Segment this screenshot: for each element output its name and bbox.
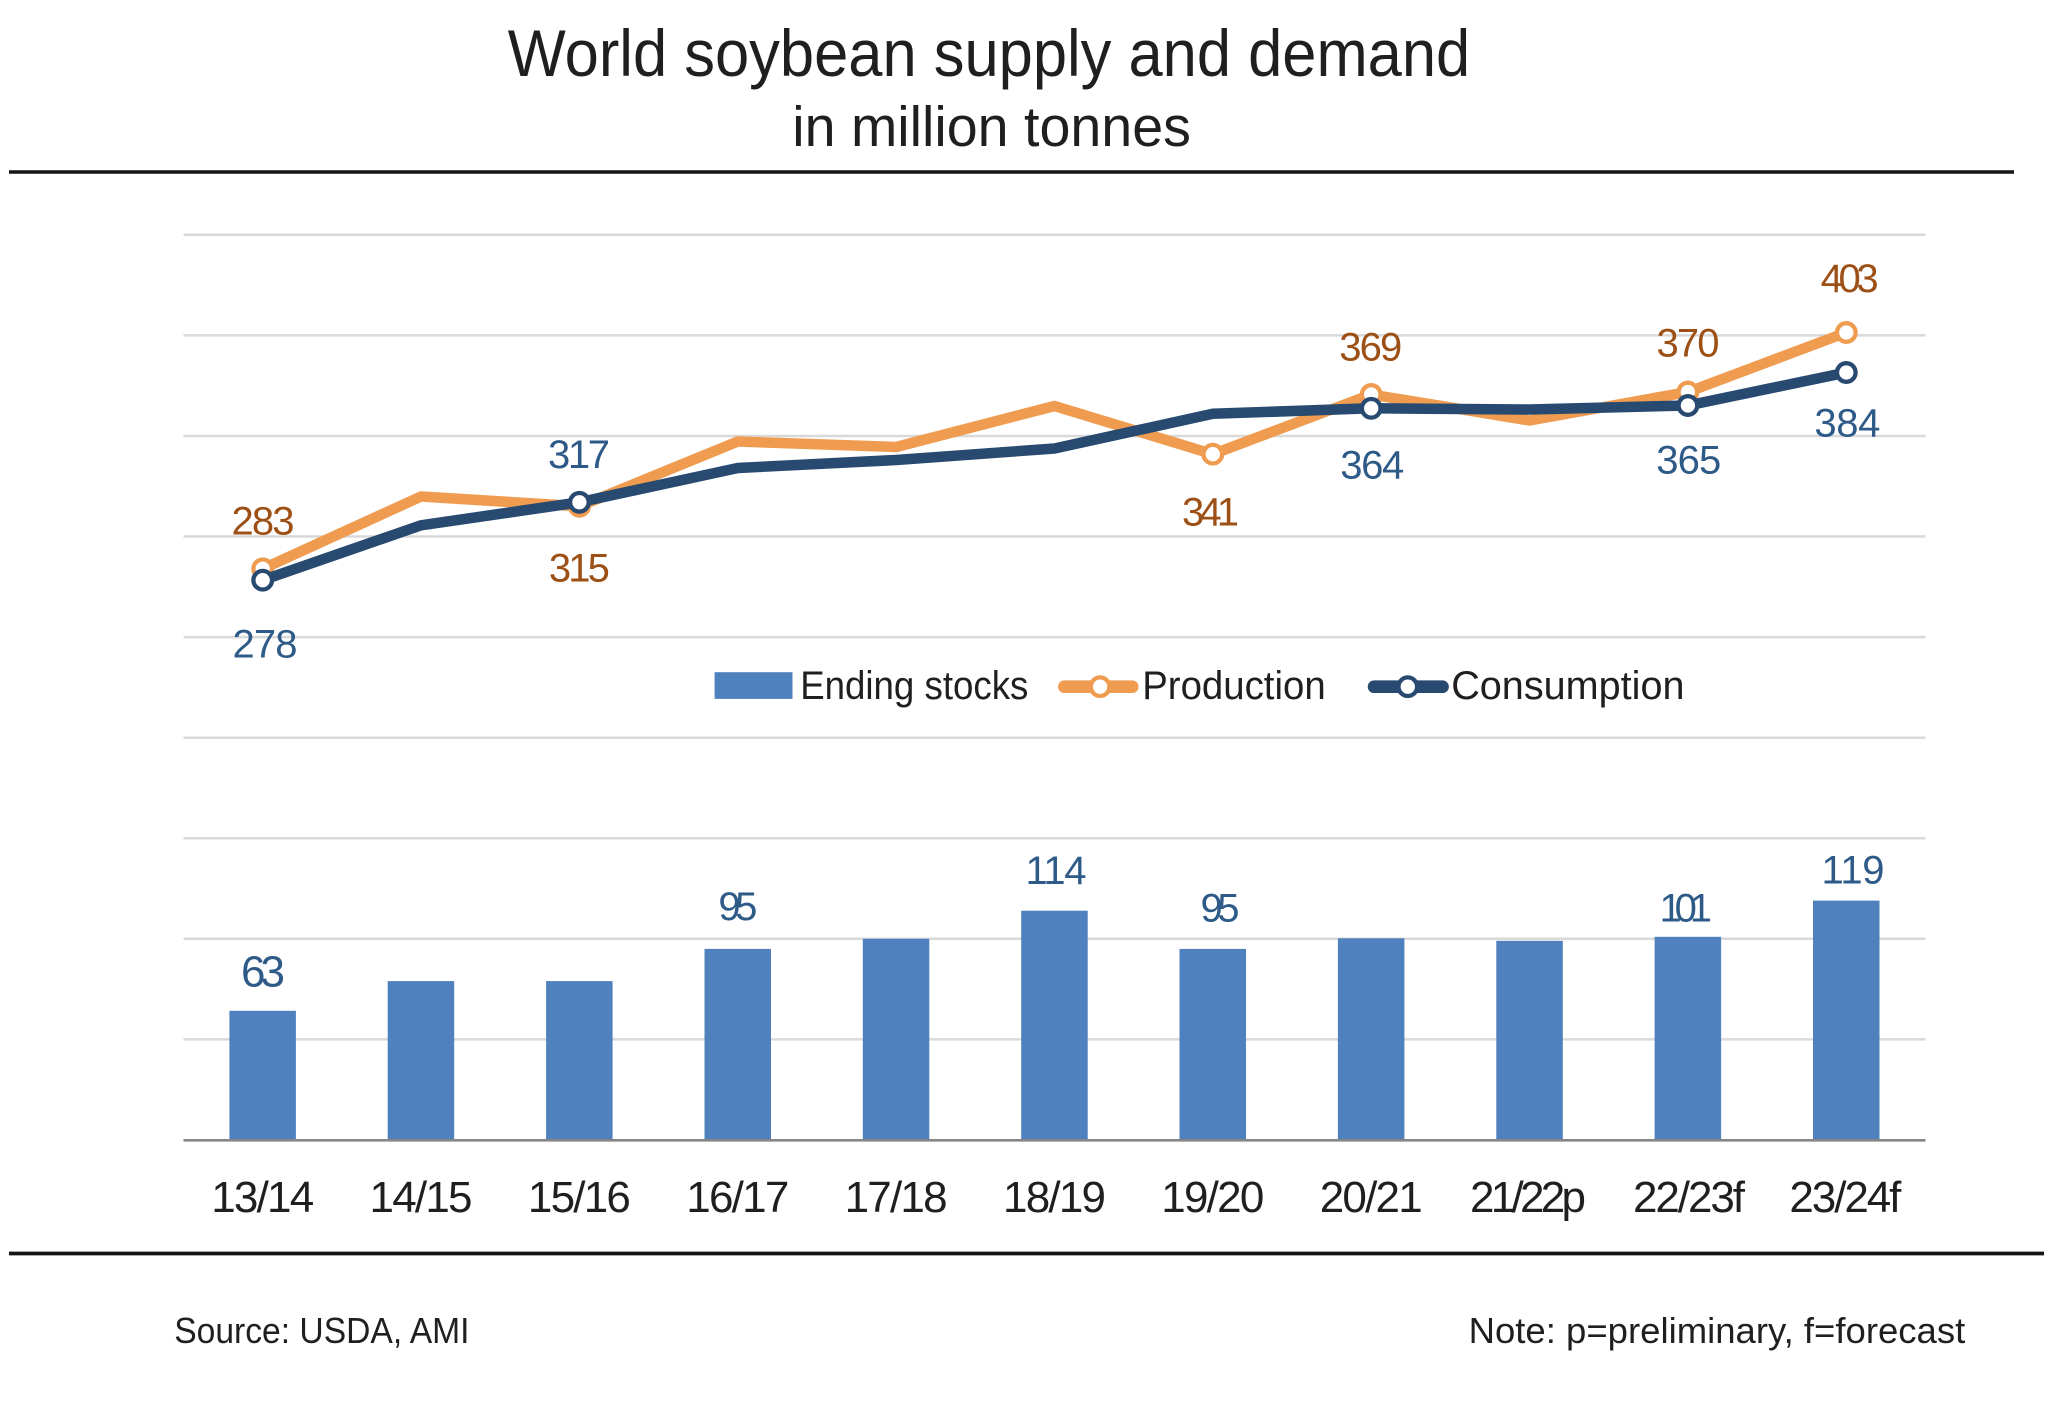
svg-text:317: 317: [548, 433, 610, 477]
svg-text:315: 315: [549, 546, 610, 590]
svg-text:370: 370: [1657, 321, 1720, 365]
svg-text:384: 384: [1814, 402, 1880, 446]
svg-text:283: 283: [232, 500, 295, 544]
svg-text:Note: p=preliminary, f=forecas: Note: p=preliminary, f=forecast: [1469, 1310, 1966, 1351]
svg-text:17/18: 17/18: [845, 1173, 948, 1222]
svg-text:20/21: 20/21: [1320, 1173, 1423, 1222]
svg-text:63: 63: [241, 948, 285, 997]
svg-text:95: 95: [718, 885, 757, 929]
svg-text:365: 365: [1656, 438, 1721, 482]
svg-text:15/16: 15/16: [528, 1173, 631, 1222]
svg-text:Source: USDA, AMI: Source: USDA, AMI: [174, 1310, 469, 1351]
svg-text:23/24f: 23/24f: [1789, 1173, 1902, 1222]
svg-text:Consumption: Consumption: [1451, 664, 1684, 708]
svg-text:Ending stocks: Ending stocks: [800, 664, 1028, 708]
svg-text:14/15: 14/15: [370, 1173, 473, 1222]
svg-text:369: 369: [1339, 325, 1402, 369]
svg-text:16/17: 16/17: [686, 1173, 789, 1222]
svg-text:119: 119: [1822, 848, 1885, 892]
svg-text:13/14: 13/14: [211, 1173, 314, 1222]
svg-text:Production: Production: [1142, 664, 1326, 708]
svg-text:364: 364: [1340, 443, 1404, 487]
svg-text:278: 278: [233, 623, 298, 667]
svg-text:95: 95: [1201, 886, 1240, 930]
svg-text:341: 341: [1182, 491, 1239, 535]
svg-text:21/22p: 21/22p: [1470, 1173, 1586, 1222]
svg-text:403: 403: [1821, 257, 1879, 301]
svg-text:22/23f: 22/23f: [1633, 1173, 1746, 1222]
svg-text:World soybean supply and deman: World soybean supply and demand: [508, 16, 1471, 90]
svg-text:101: 101: [1660, 887, 1713, 931]
svg-text:18/19: 18/19: [1003, 1173, 1106, 1222]
svg-text:19/20: 19/20: [1161, 1173, 1264, 1222]
svg-text:in million tonnes: in million tonnes: [792, 95, 1191, 159]
svg-text:114: 114: [1026, 849, 1087, 893]
